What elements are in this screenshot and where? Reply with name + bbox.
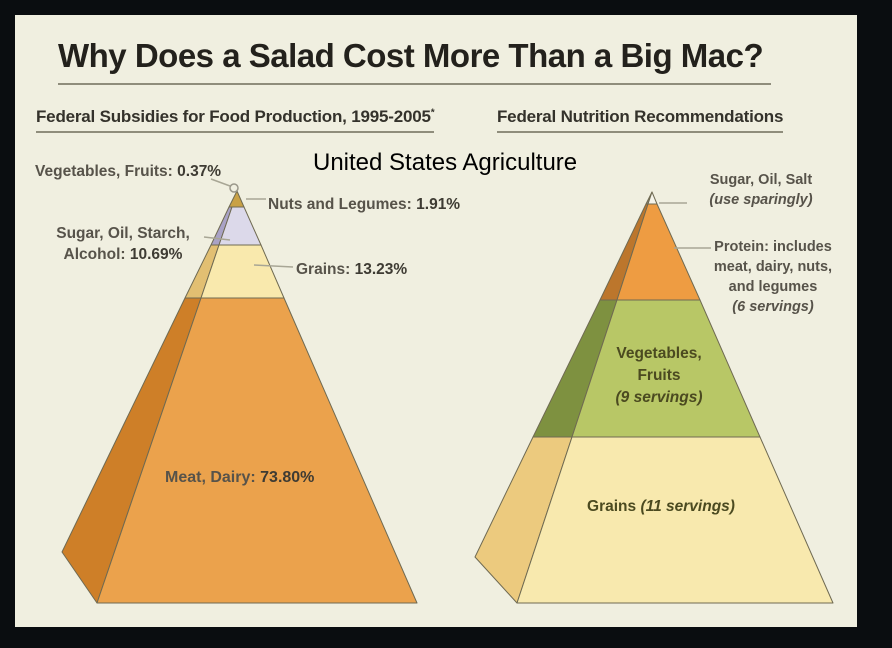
label-protein: Protein: includes meat, dairy, nuts, and…	[693, 237, 853, 317]
label-meat-dairy: Meat, Dairy: 73.80%	[165, 467, 335, 488]
label-meat-dairy-name: Meat, Dairy:	[165, 469, 261, 486]
label-vegetables-fruits-recommended: Vegetables, Fruits (9 servings)	[589, 343, 729, 409]
label-sugar-line1: Sugar, Oil, Starch,	[56, 225, 190, 242]
leader-line-vegetables	[210, 178, 231, 187]
leader-line-sugar	[203, 236, 231, 241]
label-sugar-value: 10.69%	[129, 246, 183, 263]
label-vegetables-fruits-value: 0.37%	[177, 163, 222, 180]
label-sugar-oil-starch: Sugar, Oil, Starch, Alcohol: 10.69%	[47, 223, 199, 265]
overlay-caption: United States Agriculture	[313, 149, 578, 176]
label-protein-servings: (6 servings)	[732, 299, 814, 315]
label-grains-subsidy-value: 13.23%	[354, 261, 408, 278]
label-veg-rec-line1: Vegetables,	[616, 345, 702, 362]
label-grains-subsidy-name: Grains:	[296, 261, 355, 278]
label-sugar-line2-name: Alcohol:	[63, 246, 130, 263]
subsidies-pyramid	[61, 178, 418, 604]
nutrition-grains-front-face	[516, 436, 834, 604]
label-nuts-legumes: Nuts and Legumes: 1.91%	[268, 194, 460, 215]
infographic-panel: Why Does a Salad Cost More Than a Big Ma…	[15, 15, 857, 627]
label-sugar-oil-salt-name: Sugar, Oil, Salt	[709, 172, 813, 188]
label-protein-line3: and legumes	[728, 279, 818, 295]
label-sugar-line2: Alcohol: 10.69%	[47, 244, 199, 265]
label-veg-rec-line2: Fruits	[637, 367, 681, 384]
left-chart-subtitle: Federal Subsidies for Food Production, 1…	[36, 107, 435, 133]
label-nuts-legumes-name: Nuts and Legumes:	[268, 196, 417, 213]
label-vegetables-fruits-name: Vegetables, Fruits:	[35, 163, 178, 180]
label-veg-rec-servings: (9 servings)	[615, 389, 703, 406]
leader-line-grains	[253, 264, 294, 268]
label-sugar-oil-salt: Sugar, Oil, Salt (use sparingly)	[681, 170, 841, 210]
label-protein-line1: Protein: includes	[714, 239, 832, 255]
label-use-sparingly: (use sparingly)	[709, 192, 813, 208]
label-grains-subsidy: Grains: 13.23%	[296, 259, 407, 280]
subsidies-nuts-tip	[228, 190, 245, 208]
main-title: Why Does a Salad Cost More Than a Big Ma…	[58, 37, 772, 85]
label-protein-line2: meat, dairy, nuts,	[713, 259, 833, 275]
label-vegetables-fruits: Vegetables, Fruits: 0.37%	[35, 161, 221, 182]
subsidies-meat-front-face	[96, 297, 418, 604]
nutrition-pyramid	[474, 191, 834, 604]
label-meat-dairy-value: 73.80%	[260, 469, 315, 486]
subtitle-footnote-mark: *	[430, 107, 435, 119]
vegetables-apex-marker-icon	[229, 183, 239, 193]
label-grains-rec-name: Grains	[587, 498, 641, 515]
label-grains-rec-servings: (11 servings)	[640, 498, 735, 515]
right-chart-subtitle: Federal Nutrition Recommendations	[497, 107, 783, 133]
label-grains-recommended: Grains (11 servings)	[576, 496, 746, 517]
pyramids-canvas	[61, 178, 834, 604]
label-nuts-legumes-value: 1.91%	[416, 196, 461, 213]
left-chart-subtitle-text: Federal Subsidies for Food Production, 1…	[36, 107, 431, 126]
